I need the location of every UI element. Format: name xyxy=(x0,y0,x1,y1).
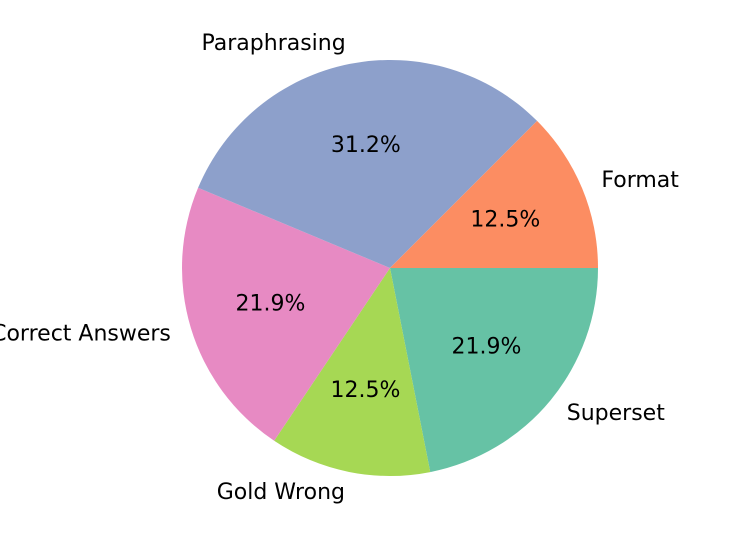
pie-slice-multiple-correct-answers xyxy=(182,187,390,441)
pie-category-label: Gold Wrong xyxy=(217,480,345,505)
pie-value-label: 12.5% xyxy=(331,378,401,403)
pie-slice-superset xyxy=(390,268,598,473)
pie-labels: 21.9% Superset 12.5% Gold Wrong 21.9% Multipl… xyxy=(0,31,679,505)
pie-value-label: 12.5% xyxy=(470,208,540,233)
pie-slice-paraphrasing xyxy=(198,59,538,269)
pie-value-label: 21.9% xyxy=(451,335,521,360)
pie-value-label: 31.2% xyxy=(331,133,401,158)
pie-slice-format xyxy=(390,120,598,269)
pie-category-label: Format xyxy=(601,168,679,193)
pie-category-label: Paraphrasing xyxy=(202,31,346,56)
pie-slices xyxy=(182,59,598,477)
pie-slice-gold-wrong xyxy=(274,268,431,477)
pie-category-label: Superset xyxy=(567,401,665,426)
pie-value-label: 21.9% xyxy=(236,291,306,316)
pie-category-label: Multiple Correct Answers xyxy=(0,321,171,346)
